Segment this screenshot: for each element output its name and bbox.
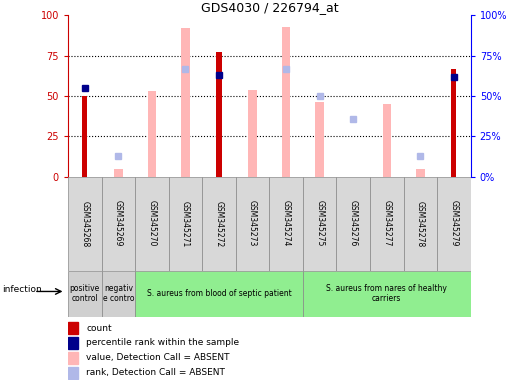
Text: GSM345270: GSM345270 [147, 200, 156, 247]
Text: GSM345277: GSM345277 [382, 200, 391, 247]
Bar [82, 96, 87, 177]
Text: GSM345275: GSM345275 [315, 200, 324, 247]
Bar [336, 177, 370, 271]
Bar [416, 169, 425, 177]
Text: rank, Detection Call = ABSENT: rank, Detection Call = ABSENT [86, 368, 225, 377]
Text: GSM345276: GSM345276 [349, 200, 358, 247]
Bar [303, 177, 336, 271]
Bar [451, 69, 457, 177]
Text: GSM345279: GSM345279 [449, 200, 459, 247]
Bar [303, 271, 471, 317]
Bar [236, 177, 269, 271]
Bar [114, 169, 122, 177]
Text: GSM345273: GSM345273 [248, 200, 257, 247]
Bar [68, 271, 101, 317]
Text: GSM345268: GSM345268 [80, 200, 89, 247]
Text: GSM345272: GSM345272 [214, 200, 223, 247]
Bar [135, 177, 168, 271]
Bar [68, 322, 78, 334]
Text: GSM345278: GSM345278 [416, 200, 425, 247]
Bar [315, 103, 324, 177]
Bar [135, 271, 303, 317]
Bar [101, 177, 135, 271]
Text: GSM345274: GSM345274 [281, 200, 291, 247]
Title: GDS4030 / 226794_at: GDS4030 / 226794_at [200, 1, 338, 14]
Text: negativ
e contro: negativ e contro [103, 284, 134, 303]
Text: S. aureus from nares of healthy
carriers: S. aureus from nares of healthy carriers [326, 284, 447, 303]
Bar [269, 177, 303, 271]
Text: positive
control: positive control [70, 284, 100, 303]
Bar [282, 26, 290, 177]
Text: GSM345271: GSM345271 [181, 200, 190, 247]
Bar [68, 367, 78, 379]
Text: value, Detection Call = ABSENT: value, Detection Call = ABSENT [86, 353, 230, 362]
Bar [383, 104, 391, 177]
Text: count: count [86, 324, 112, 333]
Bar [168, 177, 202, 271]
Bar [181, 28, 190, 177]
Bar [404, 177, 437, 271]
Bar [370, 177, 404, 271]
Bar [101, 271, 135, 317]
Bar [437, 177, 471, 271]
Bar [68, 337, 78, 349]
Text: infection: infection [3, 285, 42, 294]
Bar [68, 177, 101, 271]
Bar [248, 89, 257, 177]
Bar [68, 352, 78, 364]
Bar [217, 53, 222, 177]
Text: S. aureus from blood of septic patient: S. aureus from blood of septic patient [146, 289, 291, 298]
Text: percentile rank within the sample: percentile rank within the sample [86, 338, 239, 348]
Bar [147, 91, 156, 177]
Bar [202, 177, 236, 271]
Text: GSM345269: GSM345269 [114, 200, 123, 247]
